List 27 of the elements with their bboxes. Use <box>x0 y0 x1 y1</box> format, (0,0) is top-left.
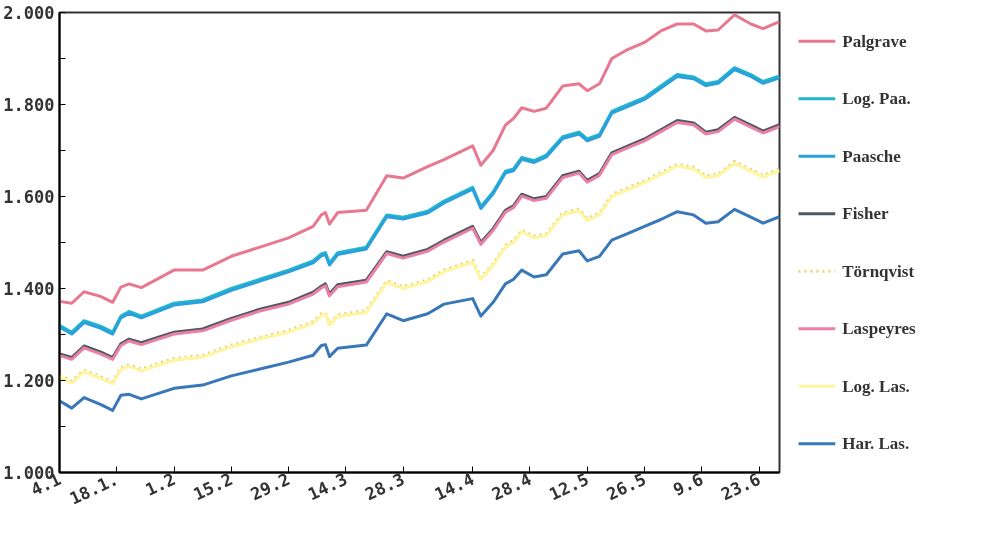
x-tick-label: 14.3 <box>304 468 351 505</box>
y-tick-label: 2.000 <box>3 3 55 23</box>
y-tick-label: 1.400 <box>3 279 55 299</box>
legend-label: Palgrave <box>842 31 907 51</box>
y-tick-label: 1.800 <box>3 95 55 115</box>
x-tick-label: 28.3 <box>362 468 408 505</box>
x-tick-label: 9.6 <box>669 468 707 500</box>
legend-label: Fisher <box>842 204 889 224</box>
x-tick-label: 15.2 <box>190 468 236 505</box>
x-tick-label: 18.1. <box>66 468 122 509</box>
legend-label: Paasche <box>842 146 902 166</box>
line-series <box>59 13 780 305</box>
x-tick-label: 28.4 <box>488 468 535 505</box>
x-tick-label: 29.2 <box>247 468 294 505</box>
x-tick-label: 23.6 <box>717 468 764 505</box>
legend-label: Log. Paa. <box>842 89 911 109</box>
y-tick-label: 1.200 <box>3 371 55 391</box>
x-tick-label: 26.5 <box>603 468 649 505</box>
legend-label: Törnqvist <box>842 261 915 281</box>
x-tick-label: 14.4 <box>431 468 478 505</box>
legend-label: Log. Las. <box>842 376 910 396</box>
x-tick-label: 12.5 <box>546 468 592 505</box>
line-series <box>59 207 780 412</box>
y-tick-label: 1.600 <box>3 187 55 207</box>
x-tick-label: 1.2 <box>142 468 179 500</box>
legend-label: Laspeyres <box>842 319 916 339</box>
legend-label: Har. Las. <box>842 434 910 454</box>
